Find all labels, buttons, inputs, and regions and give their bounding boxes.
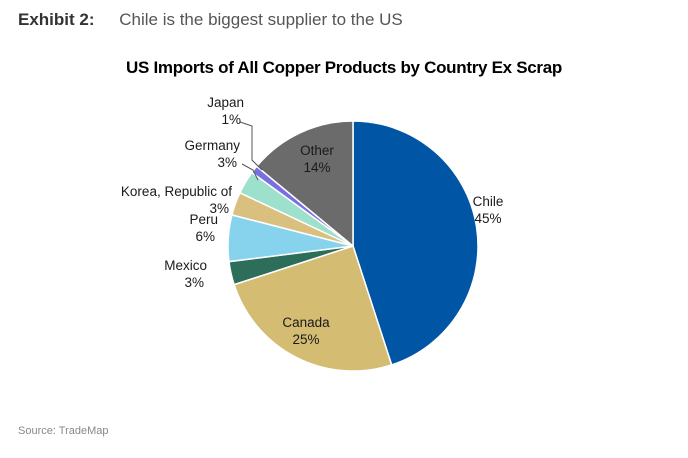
leader-line-germany: [241, 163, 259, 181]
slice-value-chile: 45%: [474, 211, 501, 226]
pie-slice-chile: [352, 120, 479, 366]
pie-slice-other: [255, 120, 354, 248]
exhibit-header: Exhibit 2: Chile is the biggest supplier…: [18, 10, 403, 30]
slice-label-canada: Canada: [282, 315, 330, 330]
slice-value-germany: 3%: [217, 155, 237, 170]
exhibit-label: Exhibit 2:: [18, 10, 95, 29]
leader-line-japan: [239, 121, 263, 171]
pie-slice-canada: [233, 245, 393, 372]
slice-value-peru: 6%: [195, 229, 215, 244]
exhibit-caption: Chile is the biggest supplier to the US: [119, 10, 403, 29]
slice-label-other: Other: [300, 143, 334, 158]
slice-value-japan: 1%: [221, 112, 241, 127]
source-note: Source: TradeMap: [18, 425, 109, 437]
slice-label-peru: Peru: [189, 212, 218, 227]
slice-label-mexico: Mexico: [164, 258, 207, 273]
slice-value-canada: 25%: [292, 332, 319, 347]
chart-title: US Imports of All Copper Products by Cou…: [126, 58, 562, 77]
slice-label-japan: Japan: [207, 95, 244, 110]
slice-value-mexico: 3%: [184, 275, 204, 290]
slice-label-chile: Chile: [473, 194, 504, 209]
slice-value-other: 14%: [303, 160, 330, 175]
slice-label-germany: Germany: [184, 138, 240, 153]
slice-value-korea-republic-of: 3%: [209, 201, 229, 216]
slice-label-korea-republic-of: Korea, Republic of: [121, 184, 232, 199]
